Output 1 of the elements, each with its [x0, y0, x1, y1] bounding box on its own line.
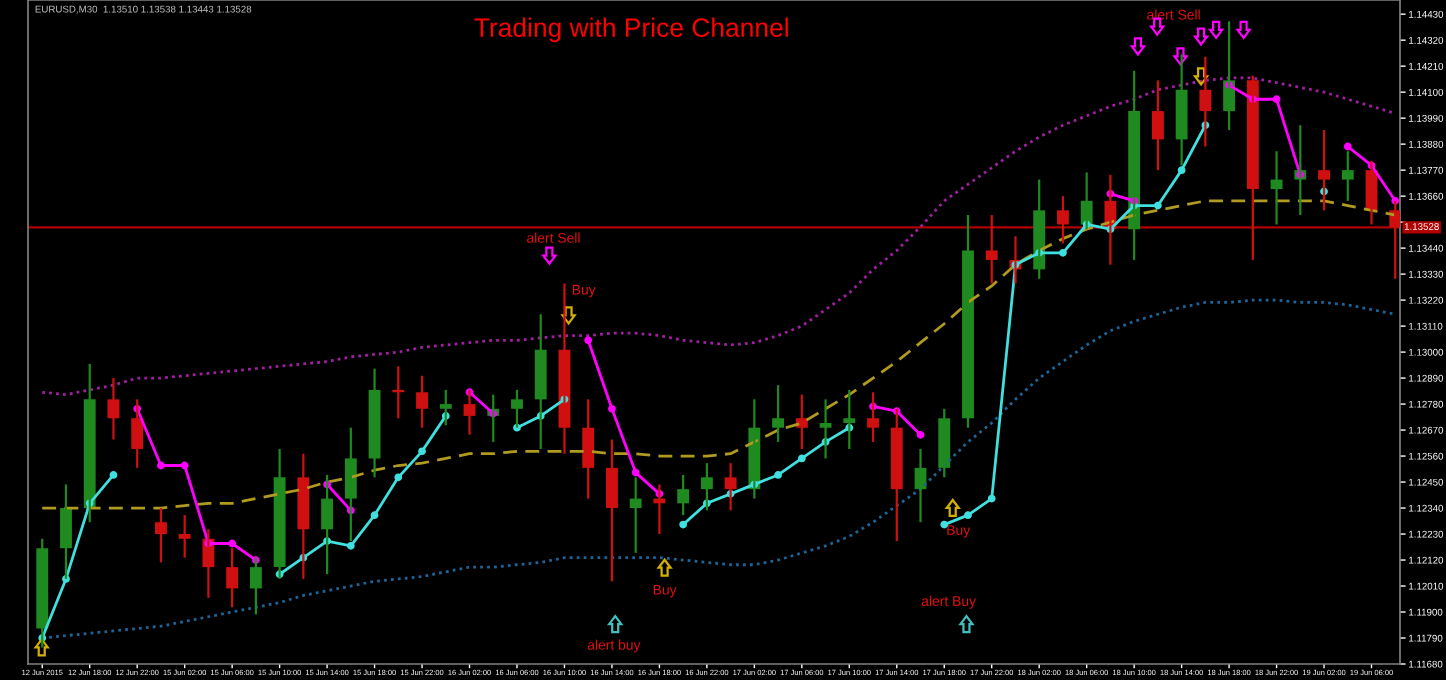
text: Trading with Price Channel — [474, 17, 788, 43]
